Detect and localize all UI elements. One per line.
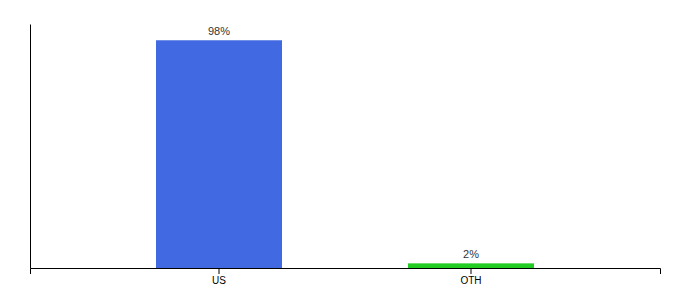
data-label: 98% [208, 25, 230, 37]
y-axis [30, 25, 31, 269]
bars [156, 40, 534, 268]
bar [408, 263, 534, 268]
x-axis: US OTH [31, 268, 661, 286]
chart-svg: US OTH 98% 2% [0, 0, 680, 300]
x-tick-mark [471, 268, 472, 274]
y-axis-line [30, 25, 31, 269]
x-tick-label: US [212, 275, 226, 286]
chart-container: US OTH 98% 2% [0, 0, 680, 300]
x-tick: US [212, 268, 226, 286]
x-tick: OTH [460, 268, 481, 286]
data-label: 2% [463, 248, 479, 260]
plot: US OTH 98% 2% [31, 25, 661, 287]
x-tick-label: OTH [460, 275, 481, 286]
x-tick-mark [219, 268, 220, 274]
x-axis-line [31, 269, 661, 275]
bar [156, 40, 282, 268]
data-labels: 98% 2% [208, 25, 479, 260]
